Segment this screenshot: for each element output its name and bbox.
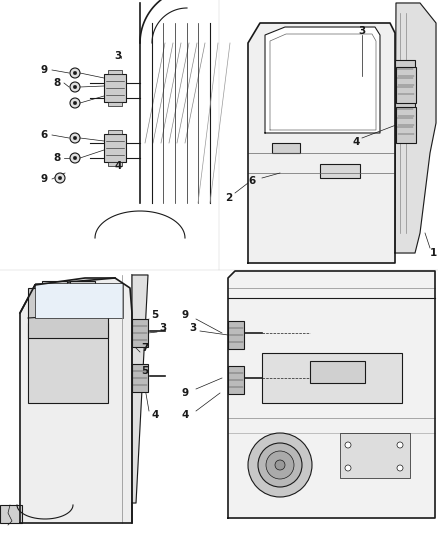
Circle shape [73,85,77,89]
Bar [132,364,148,392]
Circle shape [70,153,80,163]
Circle shape [402,71,410,79]
Circle shape [401,124,409,132]
Bar [108,70,122,74]
Circle shape [232,368,240,376]
Circle shape [345,442,351,448]
Bar [228,321,244,349]
Circle shape [55,173,65,183]
Text: 3: 3 [114,51,122,61]
Bar [108,130,122,134]
Circle shape [232,323,240,331]
Bar [104,134,126,162]
Circle shape [258,443,302,487]
Circle shape [266,451,294,479]
Polygon shape [228,271,435,518]
Bar [396,67,416,103]
Circle shape [136,337,144,345]
Bar [396,107,416,143]
Bar [28,288,108,338]
Circle shape [73,71,77,75]
Text: 5: 5 [141,366,148,376]
Text: 6: 6 [40,130,48,140]
Bar [104,74,126,102]
Text: 7: 7 [141,343,148,353]
Bar [40,297,90,315]
Bar [340,433,410,478]
Bar [262,353,402,403]
Bar [310,361,365,383]
Bar [320,164,360,178]
Polygon shape [20,278,132,523]
Text: 8: 8 [53,153,60,163]
Circle shape [232,339,240,347]
Circle shape [58,176,62,180]
Text: 9: 9 [181,310,189,320]
Circle shape [399,89,407,97]
Polygon shape [395,3,436,253]
Circle shape [136,366,144,374]
Circle shape [397,442,403,448]
Bar [108,102,122,106]
Text: 4: 4 [114,161,122,171]
Circle shape [248,433,312,497]
Text: 5: 5 [152,310,159,320]
Circle shape [401,84,409,92]
Bar [228,366,244,394]
Text: 9: 9 [40,174,48,184]
Bar [108,162,122,166]
Circle shape [401,104,409,112]
Bar [272,143,300,153]
Circle shape [402,111,410,119]
Circle shape [73,136,77,140]
Bar [395,100,415,136]
Text: 3: 3 [189,323,197,333]
Bar [28,323,108,403]
Polygon shape [132,275,148,503]
Bar [70,281,95,295]
Bar [35,283,123,318]
Circle shape [402,91,410,99]
Circle shape [70,133,80,143]
Text: 2: 2 [226,193,233,203]
Circle shape [70,68,80,78]
Text: 8: 8 [53,78,60,88]
Circle shape [275,460,285,470]
Text: 3: 3 [358,26,366,36]
Bar [132,319,148,347]
Polygon shape [248,23,395,263]
Polygon shape [265,27,380,133]
Circle shape [73,101,77,105]
Text: 6: 6 [248,176,256,186]
Circle shape [399,114,407,122]
Circle shape [73,156,77,160]
Circle shape [136,382,144,390]
Circle shape [345,465,351,471]
Text: 4: 4 [181,410,189,420]
Text: 4: 4 [151,410,159,420]
Circle shape [397,465,403,471]
Bar [395,60,415,96]
Circle shape [401,64,409,72]
Text: 9: 9 [181,388,189,398]
Circle shape [232,384,240,392]
Circle shape [70,82,80,92]
Circle shape [402,131,410,139]
Circle shape [70,98,80,108]
Bar [42,281,67,295]
Text: 4: 4 [352,137,360,147]
Text: 3: 3 [159,323,166,333]
Bar [0,505,22,523]
Text: 9: 9 [40,65,48,75]
Circle shape [136,321,144,329]
Text: 1: 1 [429,248,437,258]
